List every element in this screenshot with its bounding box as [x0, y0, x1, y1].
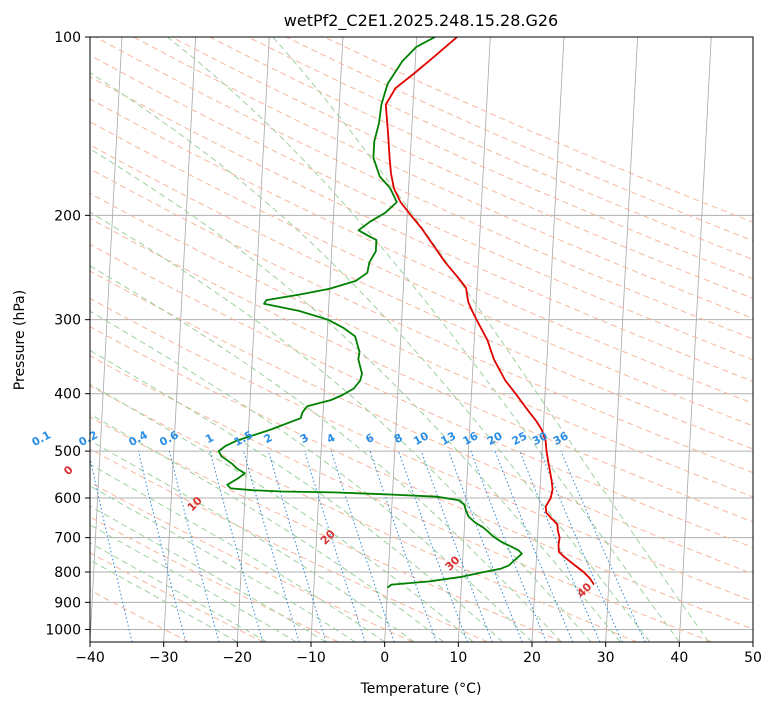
moist-adiabat — [90, 505, 326, 642]
dry-adiabat — [90, 355, 712, 642]
isotherm-50 — [752, 634, 753, 642]
mixing-ratio-line — [494, 450, 574, 642]
plot-background — [90, 37, 753, 642]
dry-adiabat — [90, 98, 753, 404]
mixing-ratio-line — [138, 450, 187, 642]
mixing-ratio-line — [168, 450, 220, 642]
y-axis-label: Pressure (hPa) — [12, 290, 28, 390]
mixing-ratio-label: 36 — [551, 429, 571, 448]
moist-adiabat — [90, 524, 297, 642]
y-tick-label: 200 — [54, 208, 81, 224]
x-tick-label: −10 — [296, 650, 326, 666]
x-tick-label: 40 — [670, 650, 688, 666]
dry-adiabat — [95, 37, 753, 340]
moist-adiabat — [90, 413, 444, 642]
x-tick-label: −30 — [149, 650, 179, 666]
dry-adiabat — [90, 326, 753, 630]
dry-adiabat — [90, 54, 753, 361]
mixing-ratio-line — [209, 450, 264, 642]
x-tick-label: 0 — [380, 650, 389, 666]
x-tick-label: −20 — [223, 650, 253, 666]
x-tick-label: 10 — [449, 650, 467, 666]
x-tick-label: −40 — [75, 650, 105, 666]
dry-adiabat — [90, 385, 638, 642]
isotherm--40 — [90, 37, 123, 642]
moist-adiabat — [90, 542, 268, 642]
mixing-ratio-line — [470, 450, 547, 642]
plot-frame — [89, 36, 754, 643]
dry-adiabat — [90, 297, 753, 602]
moist-adiabat — [90, 485, 356, 642]
mixing-ratio-line — [519, 450, 601, 642]
mixing-ratio-label: 16 — [461, 429, 481, 448]
mixing-ratio-line — [398, 450, 468, 642]
x-tick-label: 20 — [523, 650, 541, 666]
moist-adiabat — [90, 310, 533, 642]
dewpoint-profile — [217, 37, 523, 589]
y-tick-label: 1000 — [45, 622, 81, 638]
mixing-ratio-line — [267, 450, 327, 642]
isotherm--30 — [163, 37, 197, 642]
moist-adiabat — [90, 439, 415, 642]
y-tick-label: 500 — [54, 444, 81, 460]
dry-adiabat — [90, 243, 753, 549]
mixing-ratio-label: 30 — [530, 429, 550, 448]
x-tick-label: 30 — [597, 650, 615, 666]
isotherm-30 — [605, 37, 639, 642]
dry-adiabat — [90, 168, 753, 474]
x-axis: −40 −30 −20 −10 0 10 20 30 40 50 — [75, 642, 762, 666]
moist-adiabat — [166, 37, 680, 642]
isotherm--20 — [236, 37, 270, 642]
x-axis-label: Temperature (°C) — [360, 681, 482, 697]
isotherm-40 — [678, 37, 712, 642]
dry-adiabat — [90, 448, 488, 642]
mixing-ratio-line — [330, 450, 395, 642]
mixing-ratio-label: 20 — [485, 429, 505, 448]
y-tick-label: 600 — [54, 491, 81, 507]
moist-adiabat — [90, 72, 651, 642]
background-lines — [90, 37, 753, 642]
moist-adiabat — [90, 349, 503, 642]
dry-adiabat — [90, 552, 264, 642]
moist-adiabat — [90, 265, 562, 642]
moist-adiabat-label: 0 — [61, 463, 76, 478]
moist-adiabat — [90, 148, 621, 642]
mixing-ratio-line — [90, 455, 133, 642]
isotherm--10 — [310, 37, 344, 642]
mixing-ratio-line — [420, 450, 493, 642]
dry-adiabat — [171, 37, 753, 299]
dry-adiabat — [90, 192, 753, 498]
temperature-profile — [384, 37, 595, 586]
mixing-ratio-line — [304, 450, 366, 642]
sounding-profiles — [217, 37, 595, 589]
x-tick-label: 50 — [744, 650, 762, 666]
mixing-ratio-line — [448, 450, 523, 642]
y-tick-label: 900 — [54, 595, 81, 611]
dry-adiabat — [90, 589, 190, 642]
mixing-ratio-line — [243, 450, 300, 642]
mixing-ratio-line — [539, 450, 623, 642]
isotherm-0 — [384, 37, 418, 642]
mixing-ratio-label: 13 — [439, 429, 459, 448]
moist-adiabat — [272, 37, 710, 642]
moist-adiabat — [90, 383, 474, 642]
y-tick-label: 800 — [54, 565, 81, 581]
dry-adiabat — [90, 416, 563, 642]
y-tick-label: 100 — [54, 30, 81, 46]
y-tick-label: 300 — [54, 313, 81, 329]
mixing-ratio-label: 25 — [510, 429, 530, 448]
chart-title: wetPf2_C2E1.2025.248.15.28.G26 — [284, 11, 558, 31]
y-tick-label: 400 — [54, 387, 81, 403]
moist-adiabat — [90, 211, 592, 642]
y-axis: 100 200 300 400 500 600 700 800 900 1000 — [45, 30, 90, 638]
mixing-ratio-label: 10 — [411, 429, 431, 448]
y-tick-label: 700 — [54, 531, 81, 547]
dry-adiabat — [90, 270, 753, 575]
mixing-ratio-label: 0.1 — [30, 428, 53, 449]
